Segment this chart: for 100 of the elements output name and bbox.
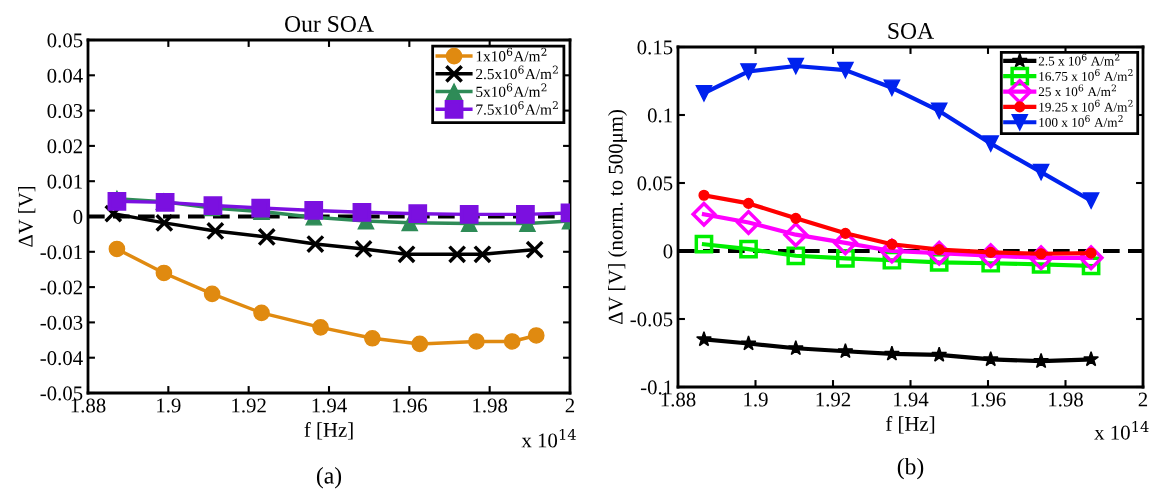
legend-label: 100 x 10$^{6}$ A/m$^{2}$: [1039, 115, 1123, 127]
point: [155, 264, 173, 282]
point: [468, 333, 485, 350]
text: x 10$^{14}$: [1094, 421, 1149, 440]
point: [982, 351, 999, 367]
point: [1033, 352, 1050, 369]
legend-label: 19.25 x 10$^{6}$ A/m$^{2}$: [1039, 99, 1133, 112]
point: [447, 244, 467, 264]
x-axis-title: f [Hz]: [304, 422, 353, 440]
point: [459, 205, 479, 224]
x-axis-title: f [Hz]: [885, 416, 935, 434]
y-tick-label: -0.03: [40, 315, 83, 330]
text: (b): [897, 457, 924, 480]
point: [698, 189, 710, 201]
legend-label: 25 x 10$^{6}$ A/m$^{2}$: [1038, 84, 1116, 97]
point: [1082, 192, 1100, 210]
y-tick-label: -0.02: [40, 280, 82, 295]
text: x 10$^{14}$: [521, 428, 576, 448]
y-tick-label: -0.01: [40, 245, 82, 260]
point: [108, 240, 126, 258]
point: [790, 212, 802, 224]
legend-label: 1x10$^{6}$A/m$^{2}$: [476, 47, 547, 62]
point: [411, 335, 429, 353]
point: [525, 240, 545, 260]
y-axis-title: ΔV [V] (norm. to 500μm): [608, 110, 627, 325]
point: [527, 327, 545, 344]
point: [257, 227, 277, 247]
legend-label: 5x10$^{6}$A/m$^{2}$: [476, 83, 547, 97]
point: [1032, 163, 1050, 181]
y-tick-label: 0.02: [47, 139, 82, 154]
point: [886, 238, 898, 250]
point: [205, 221, 225, 241]
point: [1078, 245, 1104, 271]
point: [837, 342, 854, 359]
point: [352, 202, 372, 222]
y-tick-label: 0.01: [47, 174, 82, 189]
y-tick-label: 0.15: [637, 40, 673, 55]
point: [253, 304, 270, 322]
y-tick-label: 0.03: [47, 103, 83, 119]
point: [786, 246, 806, 266]
point: [408, 204, 428, 224]
x-tick-label: 1.94: [894, 392, 929, 407]
chart-title: SOA: [888, 23, 934, 39]
point: [931, 346, 948, 362]
point: [783, 222, 809, 248]
x-tick-label: 1.92: [232, 398, 266, 413]
legend-label: 2.5 x 10$^{6}$ A/m$^{2}$: [1038, 53, 1120, 66]
legend-label: 16.75 x 10$^{6}$ A/m$^{2}$: [1039, 69, 1133, 81]
point: [312, 319, 329, 336]
point: [516, 205, 535, 224]
point: [203, 285, 221, 303]
y-tick-label: 0.05: [637, 176, 673, 191]
x-tick-label: 1.92: [816, 392, 851, 407]
y-tick-label: 0: [73, 209, 83, 224]
point: [739, 239, 758, 259]
point: [837, 61, 854, 79]
point: [740, 63, 757, 80]
point: [154, 213, 174, 233]
x-tick-label: 2: [565, 398, 575, 413]
point: [787, 339, 804, 356]
point: [397, 244, 416, 264]
point: [695, 84, 713, 102]
point: [742, 197, 755, 209]
y-tick-label: 0: [663, 244, 673, 259]
point: [251, 198, 271, 218]
y-tick-label: -0.05: [630, 312, 673, 327]
point: [735, 209, 762, 235]
x-tick-label: 1.96: [971, 392, 1006, 407]
point: [503, 333, 521, 350]
point: [930, 102, 948, 120]
point: [304, 201, 324, 220]
point: [879, 238, 905, 264]
point: [740, 335, 757, 351]
chart-title: Our SOA: [285, 16, 374, 32]
x-tick-label: 1.9: [744, 392, 768, 407]
point: [354, 239, 373, 259]
point: [839, 227, 851, 239]
legend-label: 7.5x10$^{6}$A/m$^{2}$: [476, 101, 558, 115]
x-tick-label: 1.98: [473, 398, 508, 413]
y-tick-label: 0.05: [47, 33, 83, 48]
point: [691, 201, 717, 227]
point: [473, 244, 492, 264]
point: [305, 234, 325, 254]
y-tick-label: -0.04: [40, 351, 83, 366]
point: [103, 204, 123, 224]
y-axis-title: ΔV [V]: [18, 186, 36, 247]
x-tick-label: 2: [1138, 392, 1148, 407]
text: (a): [316, 467, 342, 489]
point: [364, 329, 381, 347]
point: [1083, 351, 1100, 367]
x-tick-label: 1.96: [392, 398, 427, 413]
point: [883, 79, 901, 97]
point: [982, 135, 1000, 152]
y-tick-label: 0.1: [647, 108, 672, 123]
legend-label: 2.5x10$^{6}$A/m$^{2}$: [476, 65, 558, 80]
x-tick-label: 1.9: [157, 398, 181, 413]
x-tick-label: 1.94: [312, 398, 347, 413]
x-tick-label: 1.98: [1049, 392, 1083, 407]
point: [787, 57, 805, 75]
point: [694, 234, 714, 254]
